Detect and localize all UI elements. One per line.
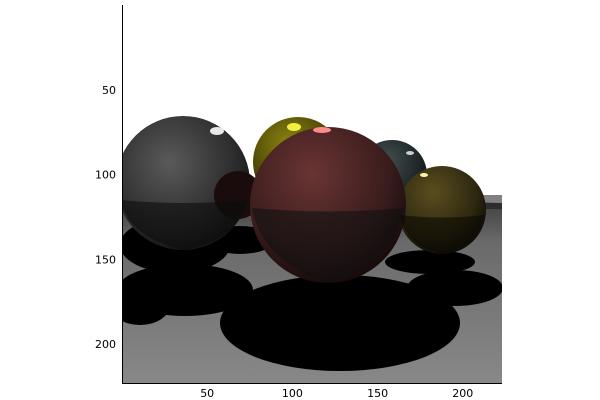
highlight-grey [210, 127, 224, 135]
axes [122, 5, 502, 384]
highlight-yellow [287, 123, 301, 131]
shadow-red-sphere [220, 275, 460, 371]
y-axis-ticks: 50 100 150 200 [95, 84, 116, 351]
y-tick-label: 150 [95, 253, 116, 266]
specular-highlights [210, 123, 428, 177]
sphere-reflections [122, 200, 484, 283]
x-tick-label: 150 [367, 387, 388, 400]
highlight-gold [420, 173, 428, 177]
shadow-right [407, 270, 502, 306]
highlight-teal [406, 151, 414, 155]
x-tick-label: 50 [200, 387, 214, 400]
y-tick-label: 100 [95, 169, 116, 182]
y-tick-label: 200 [95, 338, 116, 351]
highlight-red [313, 127, 331, 133]
shadow-gold [385, 250, 475, 274]
x-axis-ticks: 50 100 150 200 [200, 387, 473, 400]
image-area [122, 5, 502, 383]
x-tick-label: 200 [452, 387, 473, 400]
y-tick-label: 50 [102, 84, 116, 97]
shadow-left-edge [122, 285, 170, 325]
x-tick-label: 100 [282, 387, 303, 400]
